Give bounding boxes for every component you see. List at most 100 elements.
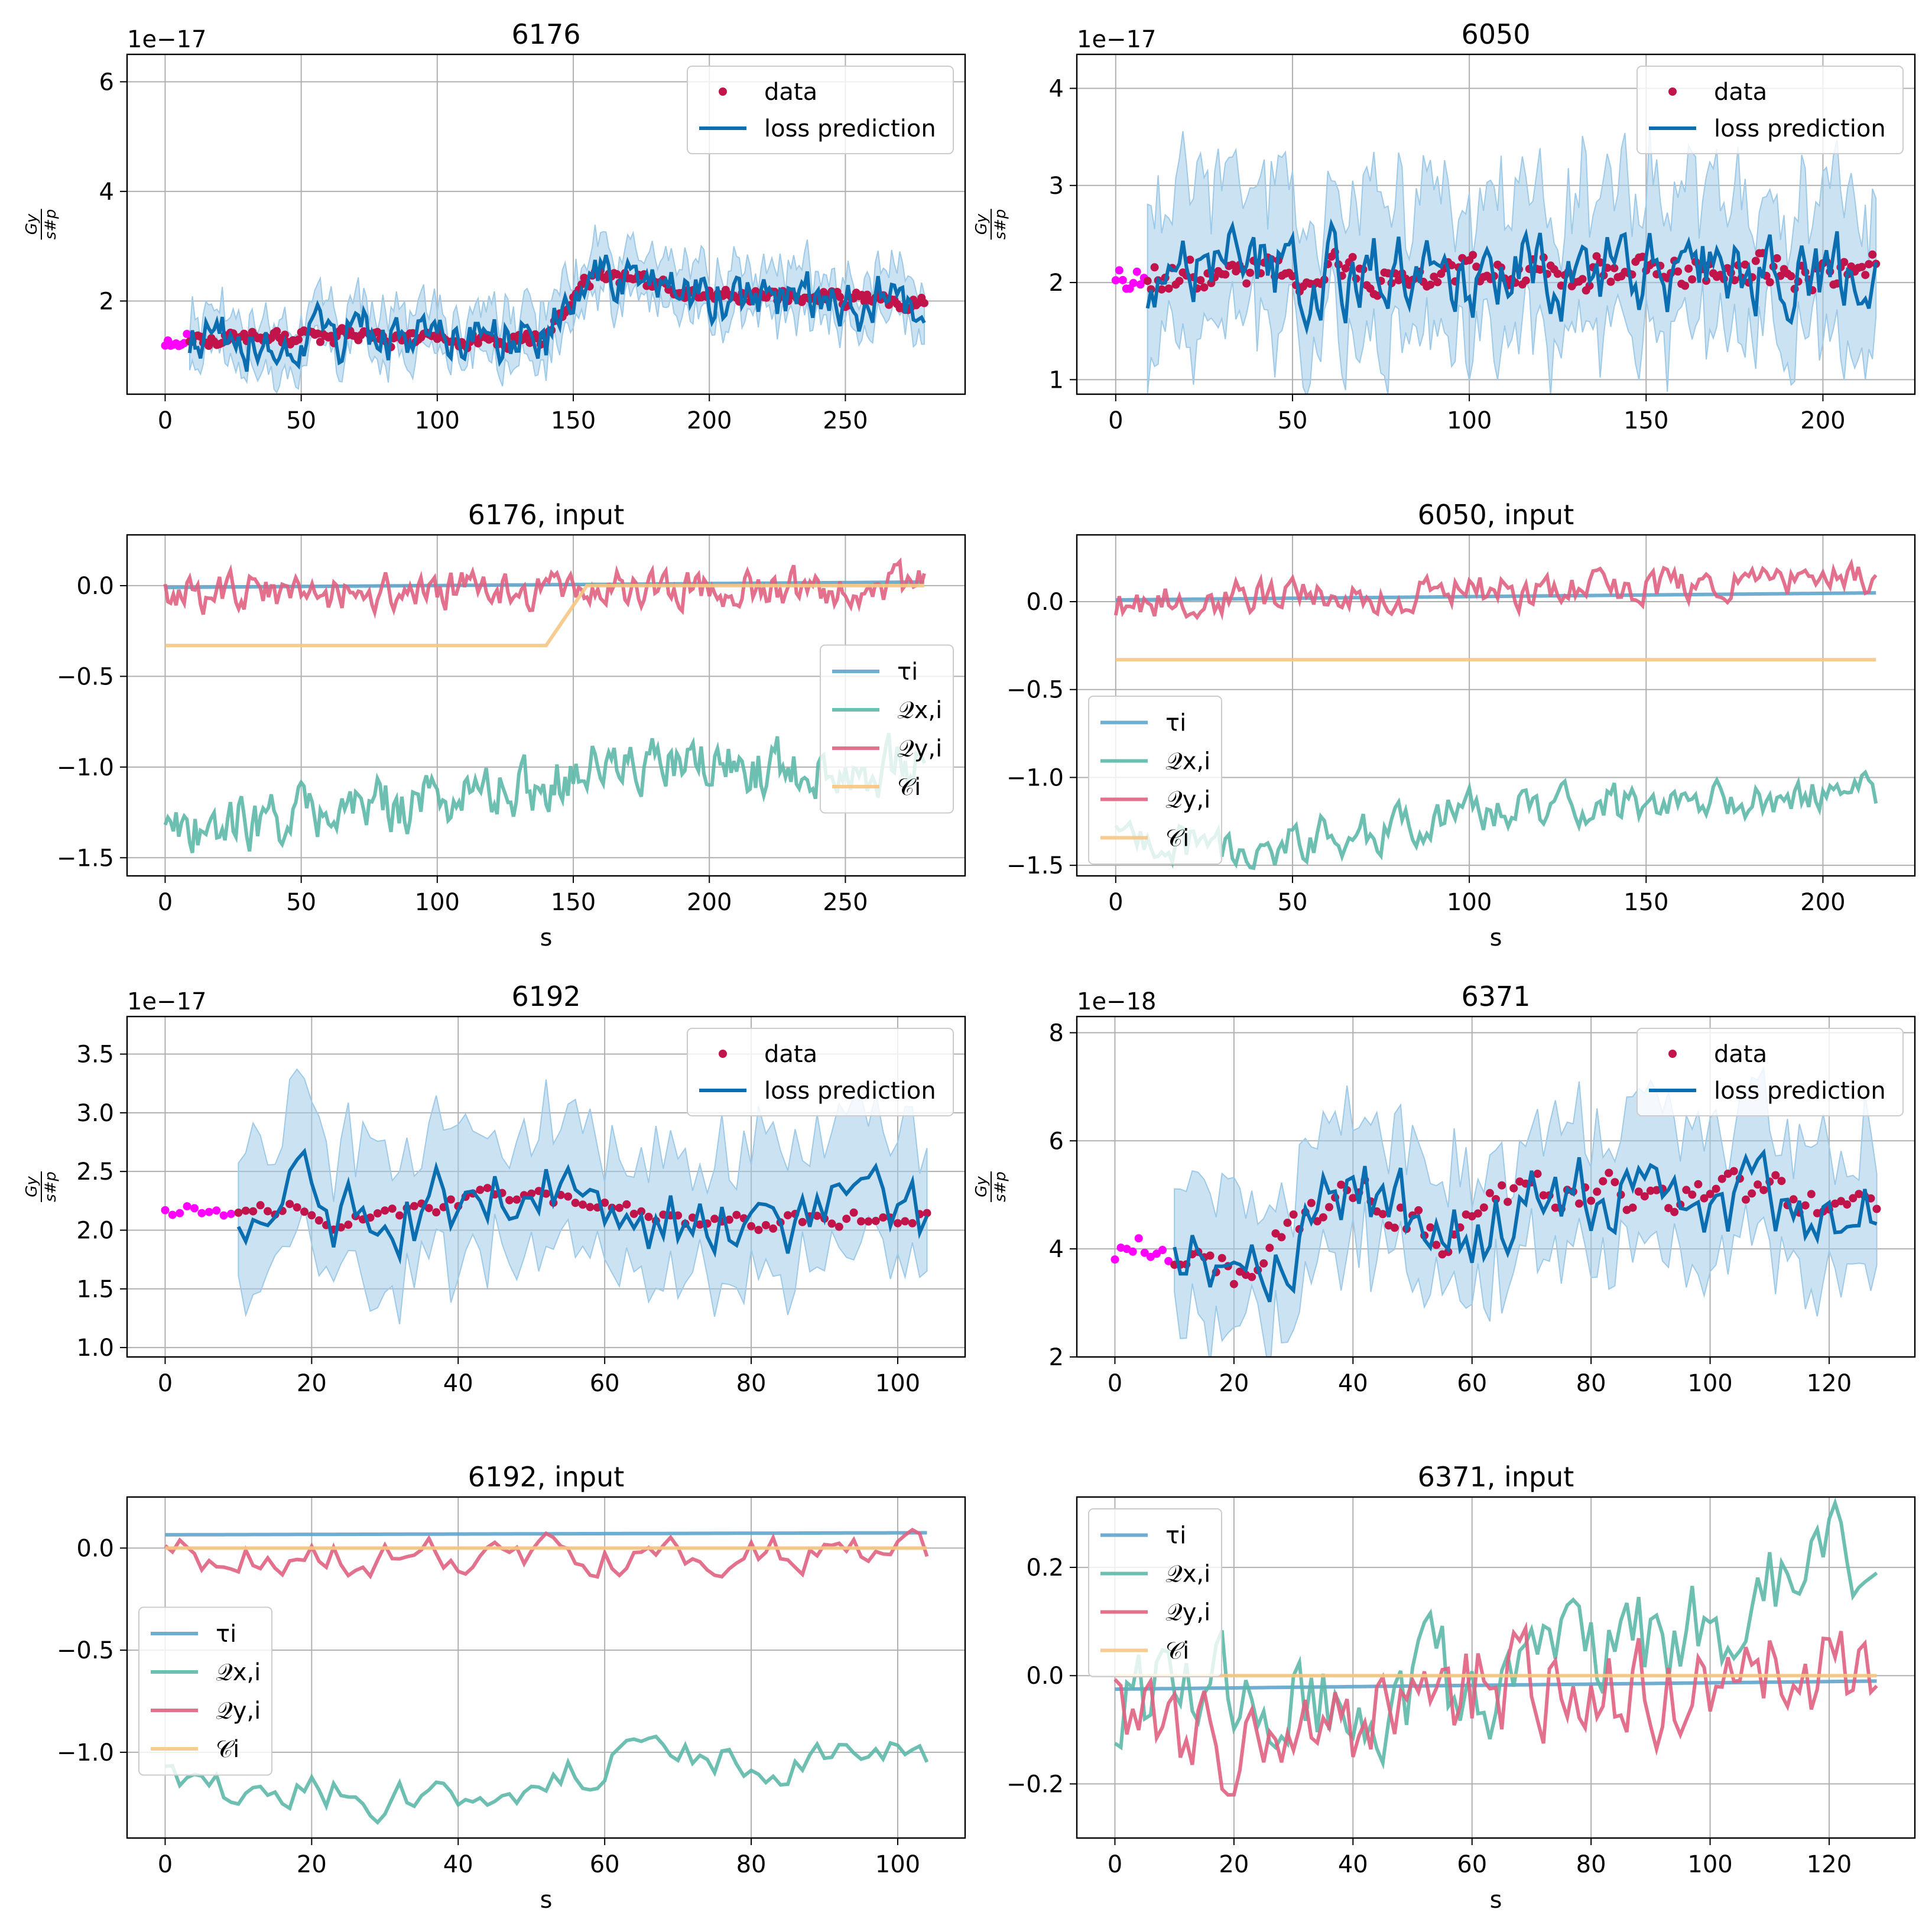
x-tick-label: 40 bbox=[1338, 1370, 1368, 1397]
data-point bbox=[1771, 1171, 1780, 1180]
data-point bbox=[1575, 1199, 1583, 1208]
data-point bbox=[1472, 262, 1481, 271]
data-point bbox=[1242, 279, 1251, 288]
x-tick-label: 0 bbox=[158, 1851, 173, 1878]
data-point bbox=[1394, 276, 1403, 284]
data-point bbox=[1111, 1255, 1119, 1264]
legend-label: 𝒞i bbox=[1165, 1638, 1189, 1665]
x-tick-label: 0 bbox=[1108, 1851, 1122, 1878]
axes-frame bbox=[126, 1496, 966, 1839]
x-tick-label: 150 bbox=[551, 889, 596, 916]
data-point bbox=[1259, 1259, 1268, 1268]
series-line-qy bbox=[164, 1527, 929, 1580]
data-point bbox=[754, 1226, 763, 1235]
legend-label: 𝒬y,i bbox=[1165, 1599, 1210, 1626]
data-point bbox=[1129, 278, 1138, 287]
data-point bbox=[1232, 267, 1241, 276]
legend-label: τi bbox=[216, 1621, 236, 1648]
data-point bbox=[1777, 1177, 1786, 1186]
data-point bbox=[285, 1200, 294, 1209]
data-point bbox=[1217, 1254, 1226, 1262]
x-tick-label: 250 bbox=[823, 407, 868, 434]
data-point bbox=[747, 1222, 756, 1230]
data-point bbox=[1229, 1280, 1238, 1288]
plot-area bbox=[1113, 1497, 1878, 1797]
data-point bbox=[272, 327, 281, 336]
axis-offset: 1e−17 bbox=[1077, 26, 1156, 53]
data-point bbox=[1283, 1219, 1292, 1227]
legend-box bbox=[138, 1606, 272, 1776]
data-point bbox=[579, 1200, 587, 1209]
data-point bbox=[432, 1208, 441, 1217]
data-point bbox=[769, 1224, 778, 1233]
x-tick-label: 100 bbox=[1687, 1851, 1732, 1878]
x-tick-label: 150 bbox=[1623, 889, 1668, 916]
data-point bbox=[1670, 1207, 1679, 1216]
y-tick-label: −0.2 bbox=[1006, 1771, 1064, 1798]
y-axis-label: Gy s#p bbox=[23, 209, 60, 240]
prediction-line bbox=[1145, 218, 1878, 336]
plot-area bbox=[161, 225, 928, 394]
data-point bbox=[761, 1221, 770, 1229]
data-point bbox=[1175, 277, 1184, 285]
legend-label: 𝒬y,i bbox=[216, 1697, 261, 1725]
y-axis-label: Gy s#p bbox=[973, 1171, 1009, 1202]
uncertainty-band bbox=[1174, 1066, 1878, 1357]
x-tick-label: 100 bbox=[875, 1851, 920, 1878]
data-point bbox=[1485, 1189, 1494, 1197]
data-point bbox=[827, 1219, 836, 1228]
data-point bbox=[424, 1204, 433, 1213]
data-point bbox=[1164, 1256, 1173, 1265]
legend-label: loss prediction bbox=[764, 1077, 936, 1105]
data-point bbox=[696, 1220, 704, 1229]
legend-box bbox=[820, 644, 954, 814]
data-point bbox=[908, 1219, 917, 1228]
series-line-qy bbox=[1113, 558, 1878, 621]
legend-label: 𝒞i bbox=[897, 774, 921, 801]
data-point bbox=[1684, 264, 1693, 273]
chart-i6371: 0 20 40 60 80 100 120 −0.2 0.0 0.2 6371, input s τi 𝒬… bbox=[1006, 1461, 1916, 1914]
data-point bbox=[1593, 1187, 1602, 1196]
data-point bbox=[1592, 252, 1601, 261]
data-point bbox=[197, 1209, 206, 1217]
data-point bbox=[1132, 267, 1141, 276]
y-tick-label: −1.5 bbox=[1006, 852, 1064, 879]
data-point bbox=[1712, 1184, 1720, 1193]
data-point bbox=[1157, 285, 1166, 294]
legend: τi 𝒬x,i 𝒬y,i 𝒞i bbox=[1088, 696, 1222, 865]
legend-label: data bbox=[1714, 1041, 1767, 1068]
y-tick-label: 1.5 bbox=[76, 1276, 114, 1303]
x-tick-label: 40 bbox=[443, 1370, 473, 1397]
x-tick-label: 60 bbox=[1457, 1370, 1487, 1397]
data-point bbox=[1674, 267, 1683, 276]
chart-i6050: 0 50 100 150 200 −1.5 −1.0 −0.5 0.0 6050, input s τ… bbox=[1006, 499, 1916, 952]
data-point bbox=[307, 1211, 316, 1220]
legend-box bbox=[1088, 1508, 1222, 1677]
y-tick-label: 0.2 bbox=[1026, 1554, 1064, 1582]
data-point bbox=[813, 1212, 821, 1220]
data-point bbox=[1801, 1201, 1810, 1210]
data-point bbox=[1509, 1184, 1518, 1193]
data-point bbox=[264, 1207, 272, 1216]
data-point bbox=[1221, 270, 1230, 279]
x-tick-label: 60 bbox=[1457, 1851, 1487, 1878]
data-point bbox=[1200, 283, 1209, 292]
data-point bbox=[204, 1207, 213, 1216]
y-tick-label: 0.0 bbox=[1026, 1663, 1064, 1690]
data-point bbox=[281, 330, 289, 339]
x-tick-label: 200 bbox=[1800, 407, 1845, 434]
data-point bbox=[1479, 1203, 1488, 1212]
data-point bbox=[1150, 263, 1159, 272]
data-point bbox=[227, 1209, 235, 1218]
data-point bbox=[1634, 1187, 1643, 1196]
x-axis-label: s bbox=[540, 1886, 553, 1914]
x-axis-label: s bbox=[1490, 1886, 1502, 1914]
y-label-denominator: s#p bbox=[42, 209, 60, 240]
chart-i6176: 0 50 100 150 200 250 −1.5 −1.0 −0.5 0.0 6176, inpu… bbox=[57, 499, 966, 952]
x-tick-label: 100 bbox=[1447, 407, 1492, 434]
data-point bbox=[1535, 265, 1544, 274]
data-point bbox=[1640, 1192, 1649, 1201]
data-point bbox=[923, 1209, 931, 1217]
chart-title: 6176, input bbox=[468, 499, 625, 531]
